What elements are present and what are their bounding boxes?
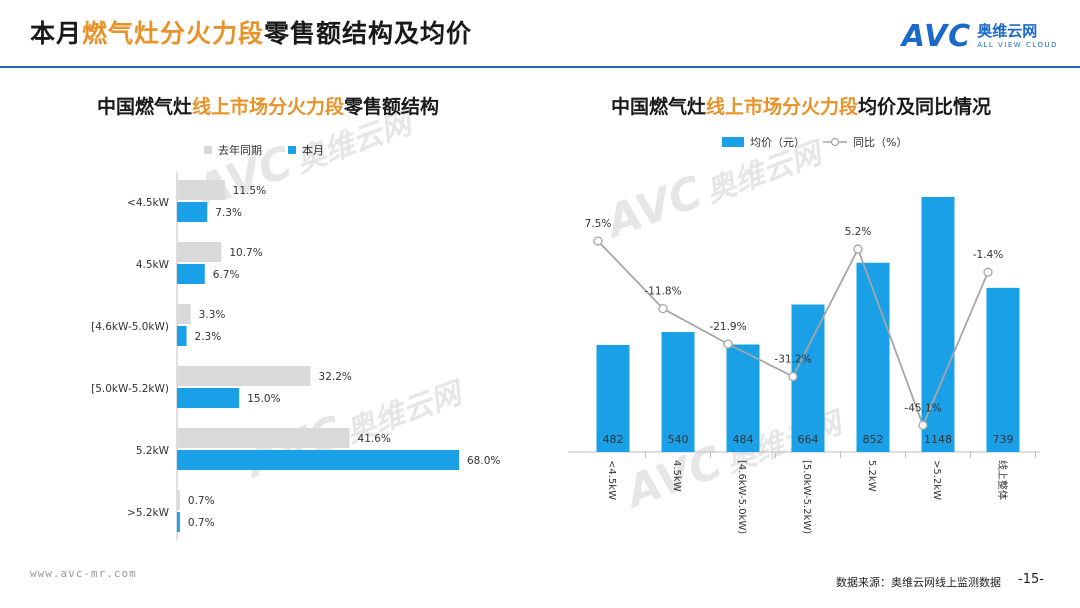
- right-chart-title-highlight: 线上市场分火力段: [706, 96, 859, 118]
- bar-this-month: [177, 202, 208, 222]
- yoy-point: [723, 339, 733, 349]
- legend-label-last-year: 去年同期: [218, 144, 262, 157]
- yoy-label: -31.2%: [774, 354, 811, 366]
- bar-this-month: [177, 326, 187, 346]
- bar-last-year: [177, 180, 225, 200]
- right-category-label: 线上整体: [996, 460, 1009, 500]
- bar-label-last-year: 3.3%: [199, 309, 226, 321]
- bar-label-this-month: 2.3%: [195, 331, 222, 343]
- avg-price-label: 484: [733, 433, 754, 446]
- yoy-point: [918, 420, 928, 430]
- right-chart-title: 中国燃气灶线上市场分火力段均价及同比情况: [611, 92, 991, 119]
- brand-name-en: ALL VIEW CLOUD: [977, 40, 1058, 49]
- right-chart-legend: 均价（元） 同比（%）: [722, 134, 907, 150]
- left-category-label: [5.0kW-5.2kW): [91, 383, 169, 395]
- left-chart-title-highlight: 线上市场分火力段: [192, 96, 345, 118]
- left-bar-chart: <4.5kW 11.5% 7.3% 4.5kW 10.7% 6.7% [4.6kW-5.0k…: [91, 172, 500, 540]
- page-title-highlight: 燃气灶分火力段: [82, 19, 265, 48]
- right-category-label: >5.2kW: [931, 460, 942, 500]
- yoy-point: [853, 244, 863, 254]
- bar-label-this-month: 0.7%: [188, 517, 215, 529]
- legend-swatch-this-month: [288, 146, 296, 154]
- bar-last-year: [177, 366, 311, 386]
- avg-price-bar: [921, 197, 955, 452]
- right-chart-title-post: 均价及同比情况: [858, 96, 992, 118]
- yoy-label: -45.1%: [904, 402, 941, 414]
- yoy-point: [593, 236, 603, 246]
- avg-price-bar: [856, 262, 890, 452]
- bar-label-this-month: 7.3%: [215, 207, 242, 219]
- avg-price-bar: [596, 344, 630, 452]
- bar-this-month: [177, 512, 180, 532]
- page-title-post: 零售额结构及均价: [264, 19, 473, 48]
- legend-swatch-avg-price: [722, 137, 744, 147]
- legend-label-yoy: 同比（%）: [853, 136, 908, 149]
- bar-label-last-year: 11.5%: [233, 185, 266, 197]
- bar-last-year: [177, 490, 180, 510]
- left-category-label: <4.5kW: [127, 197, 170, 209]
- yoy-label: -1.4%: [973, 249, 1003, 261]
- bar-label-this-month: 68.0%: [467, 455, 500, 467]
- left-category-label: >5.2kW: [127, 507, 170, 519]
- right-combo-chart: 482 <4.5kW 540 4.5kW 484 [4.6kW-5.0kW) 664 [5.0…: [568, 197, 1040, 534]
- yoy-point: [658, 303, 668, 314]
- right-category-label: <4.5kW: [606, 460, 617, 500]
- avg-price-label: 664: [798, 433, 819, 446]
- left-category-label: 5.2kW: [136, 445, 170, 457]
- left-chart-title-post: 零售额结构: [344, 96, 440, 118]
- bar-last-year: [177, 242, 222, 262]
- avg-price-bar: [661, 332, 695, 452]
- bar-label-last-year: 41.6%: [358, 433, 391, 445]
- right-category-label: [4.6kW-5.0kW): [736, 460, 747, 534]
- brand-logo: AVC 奥维云网 ALL VIEW CLOUD: [902, 16, 1058, 56]
- yoy-point: [983, 267, 993, 277]
- bar-label-last-year: 10.7%: [229, 247, 262, 259]
- avg-price-label: 739: [993, 433, 1014, 446]
- bar-label-this-month: 6.7%: [213, 269, 240, 281]
- avg-price-bar: [986, 287, 1020, 452]
- yoy-point: [788, 371, 798, 382]
- right-chart-title-pre: 中国燃气灶: [611, 96, 707, 118]
- page-title: 本月燃气灶分火力段零售额结构及均价: [30, 14, 472, 50]
- bar-this-month: [177, 388, 240, 408]
- left-chart-title-pre: 中国燃气灶: [97, 96, 193, 118]
- legend-swatch-last-year: [204, 146, 212, 154]
- right-category-label: 4.5kW: [671, 460, 682, 492]
- legend-swatch-yoy: [823, 137, 847, 147]
- yoy-label: 7.5%: [585, 218, 612, 230]
- legend-label-avg-price: 均价（元）: [750, 136, 805, 149]
- bar-last-year: [177, 428, 350, 448]
- brand-logo-mark: AVC: [901, 18, 972, 54]
- header-divider: [0, 66, 1080, 68]
- yoy-label: 5.2%: [845, 226, 872, 238]
- right-category-label: 5.2kW: [866, 460, 877, 492]
- page-number: -15-: [1018, 572, 1044, 587]
- bar-label-last-year: 32.2%: [319, 371, 352, 383]
- source-note: 数据来源：奥维云网线上监测数据: [836, 576, 1001, 589]
- avg-price-label: 482: [603, 433, 624, 446]
- avg-price-label: 852: [863, 433, 884, 446]
- left-chart-legend: 去年同期 本月: [204, 142, 324, 158]
- footer-url: www.avc-mr.com: [30, 567, 137, 580]
- left-category-label: [4.6kW-5.0kW): [91, 321, 169, 333]
- bar-label-this-month: 15.0%: [247, 393, 280, 405]
- left-category-label: 4.5kW: [136, 259, 170, 271]
- avg-price-label: 1148: [924, 433, 952, 446]
- brand-name-cn: 奥维云网: [977, 22, 1038, 41]
- avg-price-label: 540: [668, 433, 689, 446]
- bar-label-last-year: 0.7%: [188, 495, 215, 507]
- right-category-label: [5.0kW-5.2kW): [801, 460, 812, 534]
- yoy-label: -21.9%: [709, 321, 746, 333]
- page-title-pre: 本月: [30, 19, 83, 48]
- avg-price-bar: [726, 344, 760, 452]
- legend-label-this-month: 本月: [302, 144, 324, 157]
- yoy-label: -11.8%: [644, 286, 681, 298]
- bar-last-year: [177, 304, 191, 324]
- bar-this-month: [177, 264, 205, 284]
- bar-this-month: [177, 450, 459, 470]
- left-chart-title: 中国燃气灶线上市场分火力段零售额结构: [97, 92, 439, 119]
